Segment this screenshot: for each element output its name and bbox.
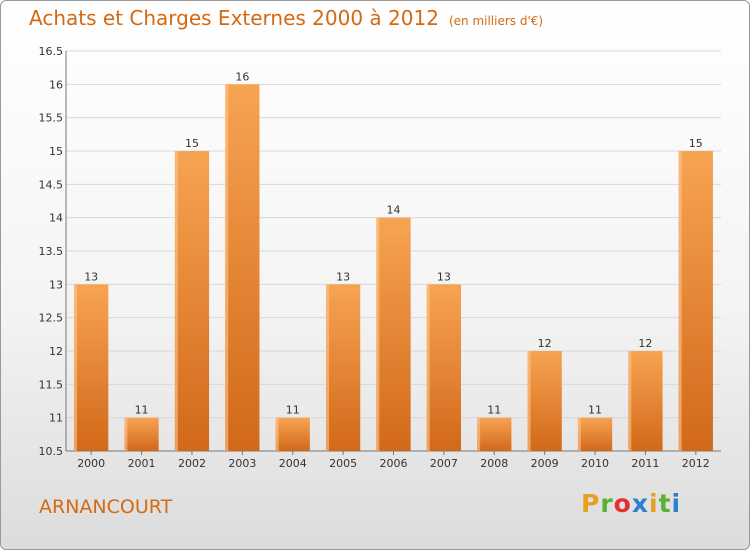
x-tick-label: 2011 (631, 457, 659, 470)
bar-2003 (225, 84, 260, 451)
data-label: 15 (689, 137, 703, 150)
logo-letter: i (649, 489, 659, 518)
y-tick-label: 16 (49, 78, 63, 91)
data-label: 11 (487, 404, 501, 417)
data-label: 12 (538, 337, 552, 350)
logo-letter: x (631, 489, 649, 518)
y-tick-label: 13 (49, 278, 63, 291)
x-tick-label: 2005 (329, 457, 357, 470)
bar-2011 (628, 351, 663, 451)
data-label: 14 (387, 204, 401, 217)
bar-highlight (174, 151, 178, 451)
bar-2012 (678, 151, 713, 451)
y-tick-label: 14 (49, 212, 63, 225)
x-tick-label: 2008 (480, 457, 508, 470)
y-tick-label: 12.5 (39, 312, 64, 325)
bar-highlight (124, 417, 128, 451)
logo-letter: t (658, 489, 672, 518)
data-label: 16 (235, 70, 249, 83)
y-tick-labels: 10.5 11 11.5 12 12.5 13 13.5 14 14.5 15 15.5 16 16.5 (39, 45, 64, 458)
y-tick-label: 12 (49, 345, 63, 358)
data-label: 13 (437, 270, 451, 283)
bar-highlight (74, 284, 78, 451)
bar-highlight (628, 351, 632, 451)
bar-highlight (527, 351, 531, 451)
bar-2004 (275, 417, 310, 451)
commune-name: ARNANCOURT (39, 496, 173, 518)
x-tick-label: 2006 (380, 457, 408, 470)
bar-2007 (426, 284, 462, 451)
x-tick-label: 2000 (77, 457, 105, 470)
bar-highlight (577, 417, 581, 451)
data-label: 11 (588, 404, 602, 417)
logo-letter: o (613, 489, 632, 518)
bar-2009 (527, 351, 562, 451)
y-tick-label: 10.5 (39, 445, 64, 458)
y-tick-label: 13.5 (39, 245, 64, 258)
x-tick-label: 2002 (178, 457, 206, 470)
proxiti-logo: Proxiti (581, 489, 681, 518)
x-tick-label: 2001 (128, 457, 156, 470)
bar-2005 (325, 284, 361, 451)
bar-2006 (376, 217, 411, 451)
logo-letter: r (600, 489, 614, 518)
chart-title-text: Achats et Charges Externes 2000 à 2012 (29, 6, 439, 30)
bar-highlight (325, 284, 329, 451)
data-label: 13 (336, 270, 350, 283)
x-tick-label: 2007 (430, 457, 458, 470)
chart-title: Achats et Charges Externes 2000 à 2012 (e… (29, 6, 543, 30)
data-label: 15 (185, 137, 199, 150)
data-label: 12 (638, 337, 652, 350)
bar-highlight (275, 417, 279, 451)
bar-2008 (477, 417, 512, 451)
y-tick-label: 11.5 (39, 378, 64, 391)
bar-highlight (225, 84, 229, 451)
bar-highlight (477, 417, 481, 451)
x-tick-label: 2012 (682, 457, 710, 470)
bar-2001 (124, 417, 159, 451)
data-label: 11 (135, 404, 149, 417)
bar-highlight (678, 151, 682, 451)
bar-2000 (74, 284, 109, 451)
y-tick-label: 11 (49, 412, 63, 425)
y-tick-label: 15 (49, 145, 63, 158)
bar-2002 (174, 151, 210, 451)
chart-unit: (en milliers d'€) (448, 14, 544, 28)
logo-letter: i (671, 489, 682, 518)
y-tick-label: 15.5 (39, 112, 64, 125)
data-label: 13 (84, 270, 98, 283)
bar-highlight (376, 217, 380, 451)
bars: 13 11 15 16 11 13 14 13 11 12 11 12 15 (74, 70, 713, 451)
x-tick-label: 2010 (581, 457, 609, 470)
x-tick-labels: 2000 2001 2002 2003 2004 2005 2006 2007 2008 2009… (77, 451, 710, 470)
x-tick-label: 2004 (279, 457, 307, 470)
y-tick-label: 16.5 (39, 45, 64, 58)
x-tick-label: 2009 (531, 457, 559, 470)
bar-highlight (426, 284, 430, 451)
x-tick-label: 2003 (228, 457, 256, 470)
data-label: 11 (286, 404, 300, 417)
y-tick-label: 14.5 (39, 178, 64, 191)
bar-2010 (577, 417, 613, 451)
logo-letter: P (581, 489, 601, 518)
